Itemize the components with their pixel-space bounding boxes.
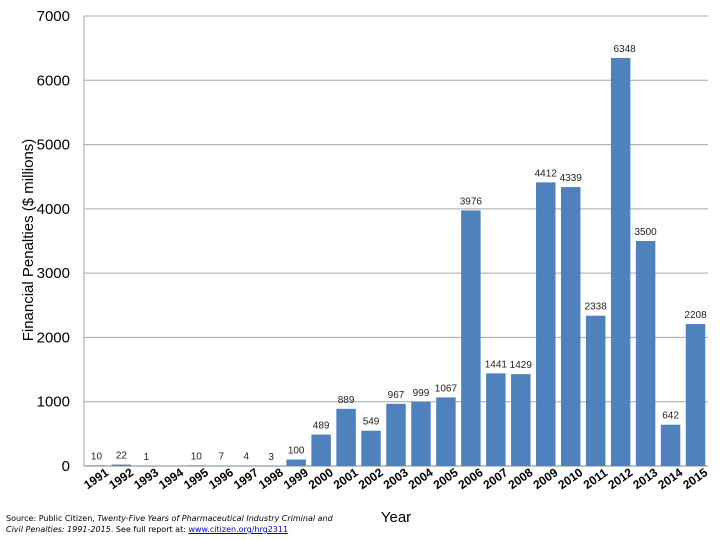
x-tick-label-2007: 2007	[481, 465, 511, 492]
x-tick-label-1994: 1994	[156, 465, 186, 492]
data-label-2009: 4412	[535, 168, 558, 179]
data-label-1996: 7	[218, 452, 224, 463]
data-label-2015: 2208	[684, 310, 707, 321]
y-axis-ticks: 0 1000 2000 3000 4000 5000 6000 7000	[37, 8, 70, 475]
bar-2004	[411, 401, 431, 466]
data-label-2012: 6348	[614, 44, 637, 55]
source-middle: . See full report at:	[110, 525, 189, 534]
x-tick-label-2011: 2011	[581, 465, 611, 492]
y-tick-label: 4000	[37, 201, 70, 218]
data-labels: 10 22 1 10 7 4 3 100 489 889 549 967 999 1067 3976 1441…	[91, 44, 707, 463]
x-tick-label-2013: 2013	[630, 465, 660, 492]
y-tick-label: 6000	[37, 72, 70, 89]
x-tick-label-1991: 1991	[81, 465, 111, 492]
source-prefix: Source: Public Citizen,	[6, 514, 98, 523]
x-tick-label-2001: 2001	[331, 465, 361, 492]
y-tick-label: 7000	[37, 8, 70, 25]
bar-2015	[685, 324, 706, 466]
x-tick-label-2009: 2009	[531, 465, 561, 492]
x-tick-label-1996: 1996	[206, 465, 236, 492]
x-tick-label-1995: 1995	[181, 465, 211, 492]
x-tick-label-1997: 1997	[231, 465, 261, 492]
bar-2002	[361, 430, 381, 466]
data-label-1993: 1	[144, 452, 150, 463]
x-axis-title: Year	[381, 509, 411, 526]
bar-2014	[660, 424, 681, 466]
x-tick-label-2002: 2002	[356, 465, 386, 492]
x-tick-label-2008: 2008	[506, 465, 536, 492]
y-tick-label: 1000	[37, 394, 70, 411]
x-tick-label-2003: 2003	[381, 465, 411, 492]
data-label-2005: 1067	[435, 383, 458, 394]
x-tick-label-1993: 1993	[131, 465, 161, 492]
data-label-2010: 4339	[560, 173, 583, 184]
data-label-2013: 3500	[634, 227, 657, 238]
source-link[interactable]: www.citizen.org/hrg2311	[188, 525, 289, 534]
x-tick-label-1998: 1998	[256, 465, 286, 492]
bar-1991	[86, 465, 107, 466]
data-label-1999: 100	[288, 446, 305, 457]
x-tick-label-2000: 2000	[306, 465, 336, 492]
x-tick-label-2015: 2015	[680, 465, 710, 492]
bar-2009	[536, 182, 556, 466]
bar-2005	[436, 397, 456, 466]
bar-1996	[211, 465, 232, 467]
data-label-2008: 1429	[510, 360, 533, 371]
bar-2001	[336, 408, 356, 466]
y-tick-label: 2000	[37, 329, 70, 346]
bar-2007	[486, 373, 506, 466]
data-label-1997: 4	[243, 452, 249, 463]
bar-2013	[635, 241, 656, 466]
bar-2006	[461, 210, 481, 466]
x-tick-label-2012: 2012	[605, 465, 635, 492]
bar-2003	[386, 403, 406, 466]
data-label-2001: 889	[338, 395, 355, 406]
bar-1999	[286, 459, 306, 466]
data-label-2011: 2338	[585, 302, 608, 313]
bar-1993	[136, 465, 157, 467]
x-tick-label-2010: 2010	[555, 465, 585, 492]
bar-1992	[111, 464, 132, 466]
y-tick-label: 5000	[37, 137, 70, 154]
data-label-2002: 549	[363, 417, 380, 428]
data-label-1998: 3	[268, 452, 274, 463]
data-label-2007: 1441	[485, 359, 508, 370]
bar-2008	[511, 374, 531, 466]
bar-2000	[311, 434, 331, 466]
source-note: Source: Public Citizen, Twenty-Five Year…	[6, 513, 336, 535]
x-tick-label-2005: 2005	[431, 465, 461, 492]
y-tick-label: 0	[62, 458, 70, 475]
data-label-1992: 22	[116, 451, 128, 462]
data-label-2014: 642	[662, 411, 679, 422]
x-axis-ticks: 1991199219931994199519961997199819992000…	[81, 465, 710, 492]
x-tick-label-1992: 1992	[106, 465, 136, 492]
x-tick-label-1999: 1999	[281, 465, 311, 492]
y-axis-title: Financial Penalties ($ millions)	[20, 139, 37, 342]
x-tick-label-2006: 2006	[456, 465, 486, 492]
source-report-title: Twenty-Five Years of Pharmaceutical Indu…	[6, 514, 333, 534]
bar-1997	[236, 465, 256, 467]
data-label-2003: 967	[388, 390, 405, 401]
bar-2011	[585, 315, 606, 466]
x-tick-label-2014: 2014	[655, 465, 685, 492]
data-label-2000: 489	[313, 421, 330, 432]
y-tick-label: 3000	[37, 265, 70, 282]
x-tick-label-2004: 2004	[406, 465, 436, 492]
bar-1995	[186, 465, 207, 466]
bar-2012	[610, 57, 631, 467]
bar-2010	[560, 187, 581, 467]
data-label-1995: 10	[191, 451, 203, 462]
data-label-1991: 10	[91, 451, 103, 462]
bars	[86, 57, 706, 467]
data-label-2004: 999	[413, 388, 430, 399]
bar-1998	[261, 465, 281, 467]
data-label-2006: 3976	[460, 196, 483, 207]
